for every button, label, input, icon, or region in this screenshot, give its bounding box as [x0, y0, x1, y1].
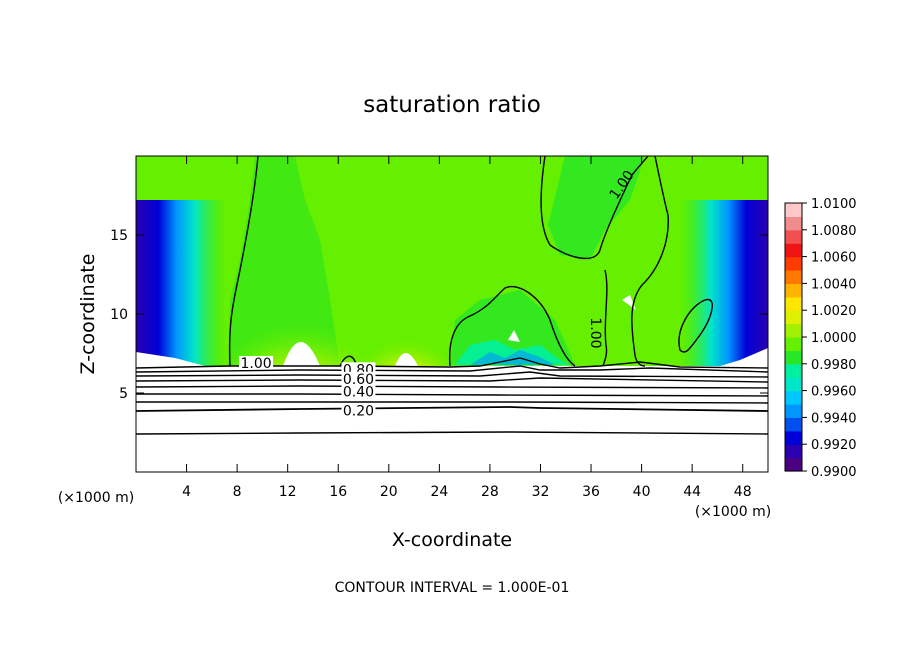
x-axis-ticks: 4 8 12 16 20 24 28 32 36 40 44 48 [182, 156, 752, 500]
contour-label: 1.00 [587, 317, 603, 348]
colorbar-label: 1.0100 [811, 197, 857, 212]
colorbar-swatch [785, 350, 802, 365]
contour-lines [136, 156, 768, 435]
x-tick-label: 32 [532, 484, 550, 500]
contour-line-1.00-mid [448, 286, 576, 367]
x-tick-label: 28 [481, 484, 499, 500]
x-tick-label: 4 [182, 484, 191, 500]
contour-line-0.10 [136, 431, 768, 435]
colorbar-swatch [785, 430, 802, 445]
x-axis-label: X-coordinate [392, 529, 512, 551]
colorbar-swatch [785, 296, 802, 311]
plot-area [136, 156, 768, 472]
contour-label: 0.20 [343, 403, 374, 419]
colorbar-label: 1.0040 [811, 277, 857, 292]
contour-line-1.00-right2 [631, 156, 669, 367]
y-tick-label: 10 [110, 307, 128, 323]
y-axis-ticks: 5 10 15 [110, 228, 768, 402]
y-tick-label: 15 [110, 228, 128, 244]
colorbar-swatch [785, 203, 802, 217]
contour-label: 1.00 [240, 356, 271, 372]
x-axis-unit-left: (×1000 m) [58, 490, 134, 506]
x-tick-label: 8 [233, 484, 242, 500]
x-axis-unit-right: (×1000 m) [695, 504, 771, 520]
colorbar-label: 0.9960 [811, 385, 857, 400]
field-below-surface [136, 366, 768, 472]
colorbar-swatch [785, 216, 802, 231]
contour-line-0.70 [136, 371, 768, 378]
contour-line-0.30 [136, 401, 768, 404]
colorbar-swatch [785, 270, 802, 284]
colorbar-label: 1.0020 [811, 304, 857, 319]
colorbar-swatch [785, 390, 802, 405]
colorbar-swatch [785, 337, 802, 351]
contour-line-0.80 [136, 365, 768, 373]
colorbar-swatch [785, 444, 802, 459]
x-tick-label: 12 [279, 484, 297, 500]
colorbar-label: 0.9980 [811, 358, 857, 373]
colorbar-label: 1.0080 [811, 224, 857, 239]
colorbar-label: 1.0060 [811, 251, 857, 266]
contour-line-0.40 [136, 393, 768, 397]
contour-line-1.00-left [228, 156, 259, 367]
contour-line-surface-1 [136, 357, 768, 369]
contour-label: 0.40 [343, 384, 374, 400]
contour-line-1.00-plume2 [339, 355, 357, 367]
colorbar-label: 1.0000 [811, 331, 857, 346]
x-tick-label: 48 [734, 484, 752, 500]
contour-interval-note: CONTOUR INTERVAL = 1.000E-01 [335, 580, 570, 596]
contour-label: 0.60 [343, 372, 374, 388]
colorbar-label: 0.9900 [811, 465, 857, 480]
field-region-moist-upper [548, 156, 645, 260]
chart-title: saturation ratio [363, 92, 541, 118]
y-tick-label: 5 [119, 386, 128, 402]
x-tick-label: 40 [633, 484, 651, 500]
x-tick-label: 20 [380, 484, 398, 500]
contour-label-bg [341, 371, 376, 385]
x-tick-label: 44 [683, 484, 701, 500]
contour-label-bg [239, 355, 274, 369]
contour-label-bg [341, 403, 376, 417]
x-tick-label: 36 [582, 484, 600, 500]
colorbar-label: 0.9920 [811, 438, 857, 453]
contour-labels: 1.00 0.800.600.400.201.001.00 [239, 168, 638, 419]
contour-line-0.60 [136, 377, 768, 383]
colorbar-swatch [785, 404, 802, 418]
contour-line-1.00-narrow [602, 269, 608, 367]
colorbar-swatch [785, 229, 802, 244]
colorbar-swatch [785, 457, 802, 472]
contour-line-0.20 [136, 406, 768, 412]
x-tick-label: 24 [430, 484, 448, 500]
contour-line-0.50 [136, 385, 768, 389]
contour-label-bg [341, 384, 376, 398]
colorbar-swatch [785, 417, 802, 432]
colorbar-swatch [785, 363, 802, 378]
contour-line-1.00-loop [678, 298, 713, 353]
colorbar-swatch [785, 256, 802, 271]
colorbar-label: 0.9940 [811, 411, 857, 426]
colorbar: 1.0100 1.0080 1.0060 1.0040 1.0020 1.0000 0.99… [784, 197, 857, 480]
field-edge-left [136, 200, 226, 370]
colorbar-swatch [785, 243, 802, 258]
colorbar-swatch [785, 310, 802, 325]
y-axis-label: Z-coordinate [77, 254, 99, 375]
colorbar-swatch [785, 283, 802, 298]
x-tick-label: 16 [329, 484, 347, 500]
contour-line-1.00-right [540, 156, 649, 260]
field-cells-mid-blue [470, 350, 555, 365]
colorbar-swatch [785, 377, 802, 392]
colorbar-swatch [785, 323, 802, 338]
